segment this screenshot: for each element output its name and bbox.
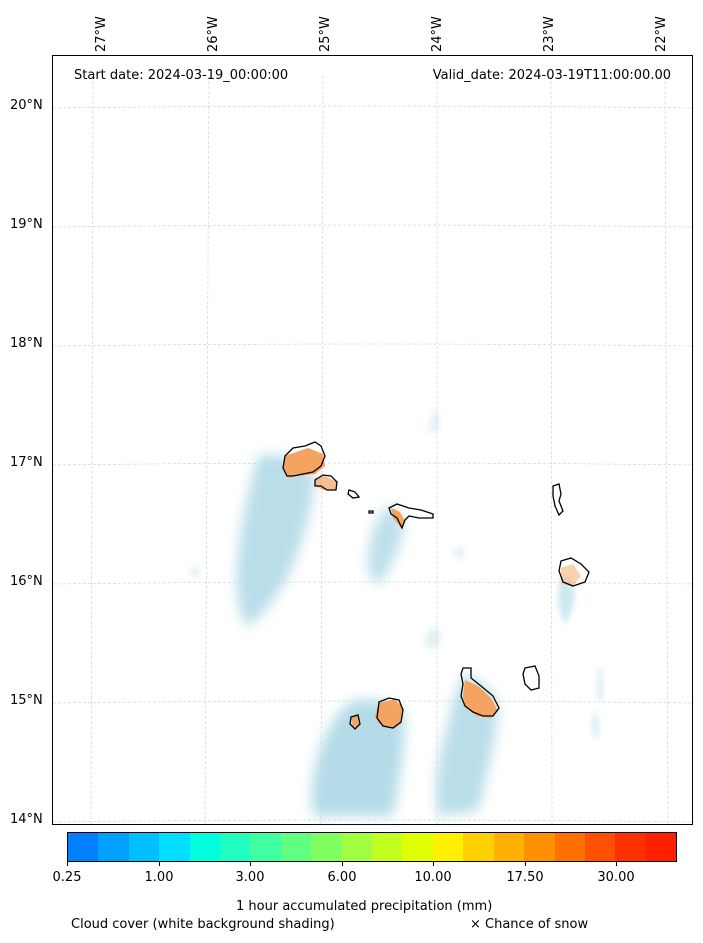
coast-sao-vicente (314, 474, 338, 491)
colorbar-swatch (189, 833, 221, 861)
colorbar-swatch (402, 833, 433, 861)
lat-label-14n: 14°N (10, 812, 43, 827)
colorbar-swatch (98, 833, 129, 861)
lon-label-22w: 22°W (654, 16, 669, 52)
colorbar-swatch (645, 833, 677, 861)
colorbar-swatch (615, 833, 646, 861)
cb-tickmark (342, 862, 343, 866)
cloud-shading (189, 410, 604, 816)
cb-tick-label: 10.00 (414, 870, 452, 885)
colorbar-swatch (220, 833, 251, 861)
cb-tick-label: 3.00 (235, 870, 265, 885)
lat-label-20n: 20°N (10, 98, 43, 113)
cb-tickmark (67, 862, 68, 866)
colorbar-swatch (68, 833, 99, 861)
lon-label-23w: 23°W (542, 16, 557, 52)
lat-label-19n: 19°N (10, 217, 43, 232)
valid-date-label: Valid_date: 2024-03-19T11:00:00.00 (433, 68, 671, 83)
precip-brava (351, 716, 359, 727)
colorbar-swatch (463, 833, 494, 861)
coast-sao-nicolau (388, 503, 434, 530)
cb-tickmark (525, 862, 526, 866)
cb-tickmark (433, 862, 434, 866)
precip-colorbar (67, 832, 677, 862)
colorbar-swatch (250, 833, 281, 861)
cb-tickmark (616, 862, 617, 866)
coast-maio (522, 665, 540, 691)
colorbar-swatch (128, 833, 160, 861)
colorbar-swatch (341, 833, 373, 861)
lat-label-16n: 16°N (10, 574, 43, 589)
cloud-cover-note: Cloud cover (white background shading) (71, 917, 335, 932)
precip-fill (283, 448, 581, 728)
coastlines (282, 441, 590, 730)
colorbar-swatch (584, 833, 616, 861)
precip-boa-vista (561, 564, 581, 586)
coast-santa-luzia (347, 489, 361, 499)
colorbar-title: 1 hour accumulated precipitation (mm) (236, 899, 493, 914)
coast-sal (552, 483, 564, 517)
cb-tickmark (250, 862, 251, 866)
coast-fogo (376, 697, 404, 729)
cb-tickmark (159, 862, 160, 866)
colorbar-swatch (554, 833, 585, 861)
cb-tick-label: 17.50 (506, 870, 544, 885)
coast-brava (349, 714, 361, 730)
map-panel[interactable]: Start date: 2024-03-19_00:00:00 Valid_da… (52, 55, 695, 827)
map-canvas: Start date: 2024-03-19_00:00:00 Valid_da… (52, 68, 695, 827)
start-date-label: Start date: 2024-03-19_00:00:00 (74, 68, 288, 83)
cb-tick-label: 1.00 (144, 870, 174, 885)
cb-tick-label: 0.25 (52, 870, 82, 885)
snow-legend-note: × Chance of snow (470, 917, 589, 932)
lat-label-15n: 15°N (10, 693, 43, 708)
lat-label-18n: 18°N (10, 336, 43, 351)
lon-label-26w: 26°W (206, 16, 221, 52)
cb-tick-label: 6.00 (327, 870, 357, 885)
lon-label-27w: 27°W (94, 16, 109, 52)
lon-label-24w: 24°W (430, 16, 445, 52)
coast-santo-antao (282, 441, 326, 477)
precip-santiago (463, 680, 498, 718)
coast-santiago (460, 667, 500, 717)
cb-tick-label: 30.00 (597, 870, 635, 885)
precip-sao-nicolau (391, 508, 405, 528)
coast-boa-vista (558, 557, 590, 587)
colorbar-swatch (524, 833, 555, 861)
colorbar-swatch (159, 833, 190, 861)
lat-label-17n: 17°N (10, 455, 43, 470)
colorbar-swatch (280, 833, 312, 861)
coast-razo (368, 510, 374, 514)
colorbar-swatch (311, 833, 342, 861)
colorbar-swatch (493, 833, 525, 861)
precip-fogo (375, 699, 403, 728)
colorbar-swatch (372, 833, 403, 861)
graticule (52, 75, 695, 827)
colorbar-swatch (432, 833, 464, 861)
lon-label-25w: 25°W (318, 16, 333, 52)
